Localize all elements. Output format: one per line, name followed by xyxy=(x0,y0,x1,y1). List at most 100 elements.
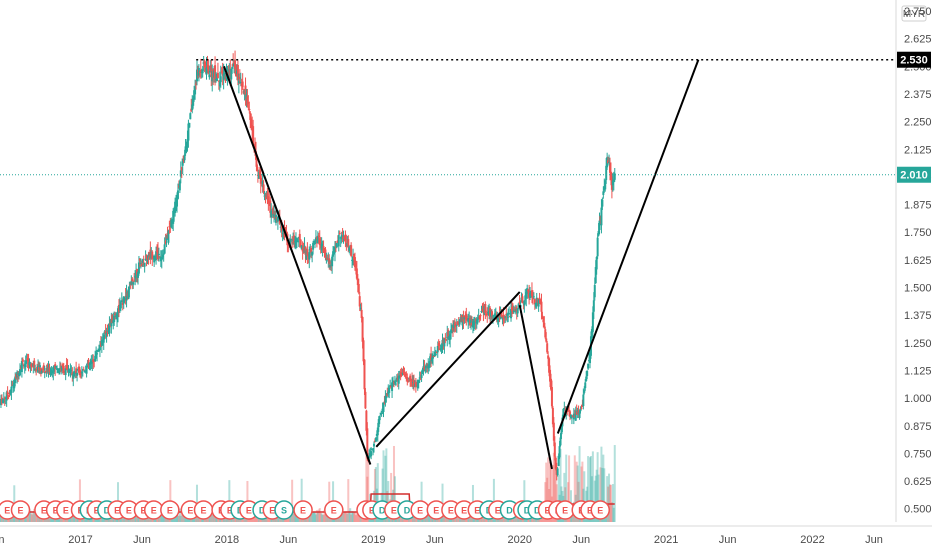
volume-bar xyxy=(547,457,550,522)
price-candle xyxy=(360,309,363,319)
event-marker-e[interactable]: E xyxy=(293,500,313,520)
price-candle xyxy=(128,286,131,290)
event-marker-e[interactable]: E xyxy=(160,500,180,520)
price-candle xyxy=(6,391,9,396)
price-candle xyxy=(311,251,314,256)
volume-bar xyxy=(314,514,317,522)
price-candle xyxy=(425,364,428,369)
price-candle xyxy=(420,374,423,379)
price-candle xyxy=(365,410,368,431)
price-tick-label: 0.750 xyxy=(904,448,932,460)
volume-bar xyxy=(610,502,613,522)
price-candle xyxy=(145,254,148,259)
volume-bar xyxy=(426,514,429,522)
volume-bar xyxy=(0,513,2,522)
price-candle xyxy=(363,359,366,390)
volume-bar xyxy=(345,511,348,522)
event-marker-e[interactable]: E xyxy=(324,500,344,520)
volume-bar xyxy=(30,513,33,522)
price-candle xyxy=(223,73,226,75)
price-candle xyxy=(235,73,238,77)
volume-bar xyxy=(341,508,344,522)
price-candle xyxy=(554,457,557,469)
price-candle xyxy=(294,240,297,243)
price-candle xyxy=(478,315,481,320)
price-candle xyxy=(58,369,61,372)
price-candle xyxy=(480,310,483,313)
price-candle xyxy=(465,313,468,320)
event-marker-e[interactable]: E xyxy=(143,500,164,520)
price-candle xyxy=(432,356,435,358)
price-candle xyxy=(52,372,55,374)
price-candle xyxy=(523,300,526,306)
price-candle xyxy=(518,301,521,304)
event-marker-label: E xyxy=(587,506,593,516)
volume-bar xyxy=(359,515,362,522)
trend-line[interactable] xyxy=(556,59,700,434)
event-markers[interactable]: EEEEEEDEDEEEEEEEEEDEDESEEEEDEDEEEEEDEDED… xyxy=(0,500,611,520)
event-marker-e[interactable]: E xyxy=(193,500,214,520)
price-candle xyxy=(217,80,220,82)
volume-bar xyxy=(323,509,326,522)
volume-bar xyxy=(348,510,351,522)
trend-lines[interactable] xyxy=(223,59,700,470)
price-candle xyxy=(272,207,275,214)
price-candle xyxy=(21,359,24,362)
volume-bar xyxy=(353,512,356,522)
volume-bar xyxy=(381,468,384,522)
event-marker-circle xyxy=(160,500,180,520)
price-candle xyxy=(405,373,408,376)
price-candle xyxy=(452,322,455,329)
price-candle xyxy=(409,375,412,381)
price-candle xyxy=(151,251,154,259)
price-candle xyxy=(267,196,270,204)
price-candle xyxy=(560,428,563,435)
price-candle xyxy=(14,376,17,383)
price-candle xyxy=(187,123,190,141)
price-candle xyxy=(557,455,560,466)
event-marker-circle xyxy=(293,500,313,520)
price-axis[interactable]: MYR 2.7502.6252.5002.3752.2502.1252.0001… xyxy=(895,0,932,522)
volume-bar xyxy=(177,515,180,522)
event-marker-e[interactable]: E xyxy=(555,500,575,520)
event-marker-s[interactable]: S xyxy=(274,500,294,520)
price-candle xyxy=(178,181,181,191)
price-candle xyxy=(389,384,392,387)
price-candle xyxy=(412,379,415,387)
price-candle xyxy=(512,310,515,313)
price-candle xyxy=(216,72,219,79)
trend-line[interactable] xyxy=(223,66,372,465)
price-candle xyxy=(308,252,311,260)
price-candle xyxy=(385,395,388,399)
price-candle xyxy=(451,327,454,331)
trend-line[interactable] xyxy=(518,305,553,470)
event-marker-label: D xyxy=(104,506,111,516)
event-marker-e[interactable]: E xyxy=(410,500,430,520)
trend-line[interactable] xyxy=(375,291,521,448)
price-candle xyxy=(587,363,590,369)
price-candle xyxy=(340,235,343,240)
price-candle xyxy=(353,257,356,268)
price-candle xyxy=(424,369,427,371)
volume-bar xyxy=(32,511,35,522)
price-candle xyxy=(38,366,41,370)
volume-bar xyxy=(552,452,555,522)
price-candle xyxy=(605,165,608,181)
price-candle xyxy=(341,231,344,234)
price-candle xyxy=(585,376,588,381)
volume-bar xyxy=(470,513,473,522)
time-axis[interactable]: Jun 2017 Jun 2018 Jun 2019 Jun 2020 Jun 2021 Jun 20… xyxy=(0,525,932,546)
event-marker-e[interactable]: E xyxy=(239,500,259,520)
price-candle xyxy=(377,419,380,428)
event-marker-e[interactable]: E xyxy=(10,500,31,520)
price-candle xyxy=(450,329,453,332)
price-candle xyxy=(298,233,301,240)
event-marker-label: E xyxy=(562,506,568,516)
event-marker-e[interactable]: E xyxy=(590,500,611,520)
price-candle xyxy=(331,256,334,267)
event-marker-e[interactable]: E xyxy=(56,500,76,520)
event-marker-label: D xyxy=(506,506,513,516)
volume-bar xyxy=(160,510,163,522)
price-candle xyxy=(314,237,317,242)
